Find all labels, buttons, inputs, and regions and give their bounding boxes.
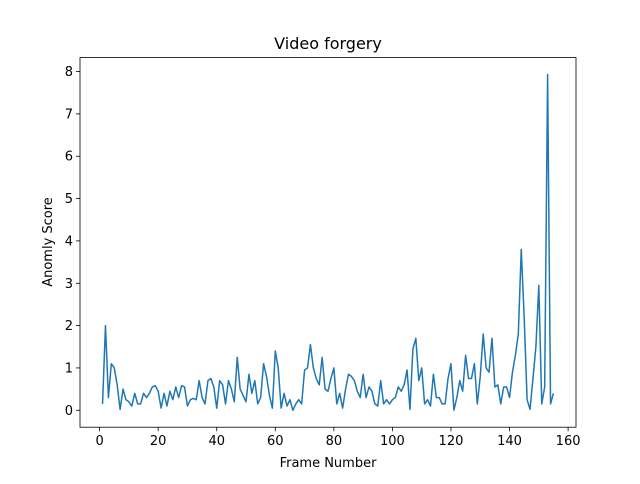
y-axis-label: Anomly Score [41, 197, 56, 287]
y-tick-label: 2 [65, 319, 73, 334]
y-tick-label: 1 [65, 361, 73, 376]
x-tick-label: 20 [150, 434, 167, 449]
y-tick-label: 8 [65, 65, 73, 80]
x-axis-label: Frame Number [280, 456, 378, 471]
y-tick-label: 5 [65, 192, 73, 207]
y-tick-label: 6 [65, 150, 73, 165]
y-tick-label: 4 [65, 234, 73, 249]
y-tick-label: 0 [65, 404, 73, 419]
x-tick-label: 0 [95, 434, 103, 449]
x-tick-label: 120 [439, 434, 464, 449]
x-tick-label: 60 [267, 434, 284, 449]
y-tick-label: 3 [65, 277, 73, 292]
x-tick-label: 40 [208, 434, 225, 449]
x-tick-label: 100 [380, 434, 405, 449]
line-series [101, 73, 555, 412]
axes-frame [79, 57, 577, 428]
x-tick-label: 140 [497, 434, 522, 449]
y-tick-label: 7 [65, 107, 73, 122]
x-tick-label: 80 [326, 434, 343, 449]
x-tick-label: 160 [556, 434, 581, 449]
chart-title: Video forgery [274, 34, 382, 53]
